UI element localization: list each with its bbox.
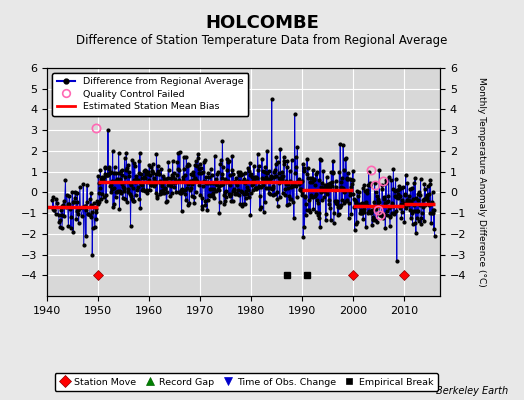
Text: HOLCOMBE: HOLCOMBE: [205, 14, 319, 32]
Legend: Difference from Regional Average, Quality Control Failed, Estimated Station Mean: Difference from Regional Average, Qualit…: [52, 73, 248, 116]
Text: Berkeley Earth: Berkeley Earth: [436, 386, 508, 396]
Legend: Station Move, Record Gap, Time of Obs. Change, Empirical Break: Station Move, Record Gap, Time of Obs. C…: [54, 373, 438, 391]
Y-axis label: Monthly Temperature Anomaly Difference (°C): Monthly Temperature Anomaly Difference (…: [477, 77, 486, 287]
Text: Difference of Station Temperature Data from Regional Average: Difference of Station Temperature Data f…: [77, 34, 447, 47]
